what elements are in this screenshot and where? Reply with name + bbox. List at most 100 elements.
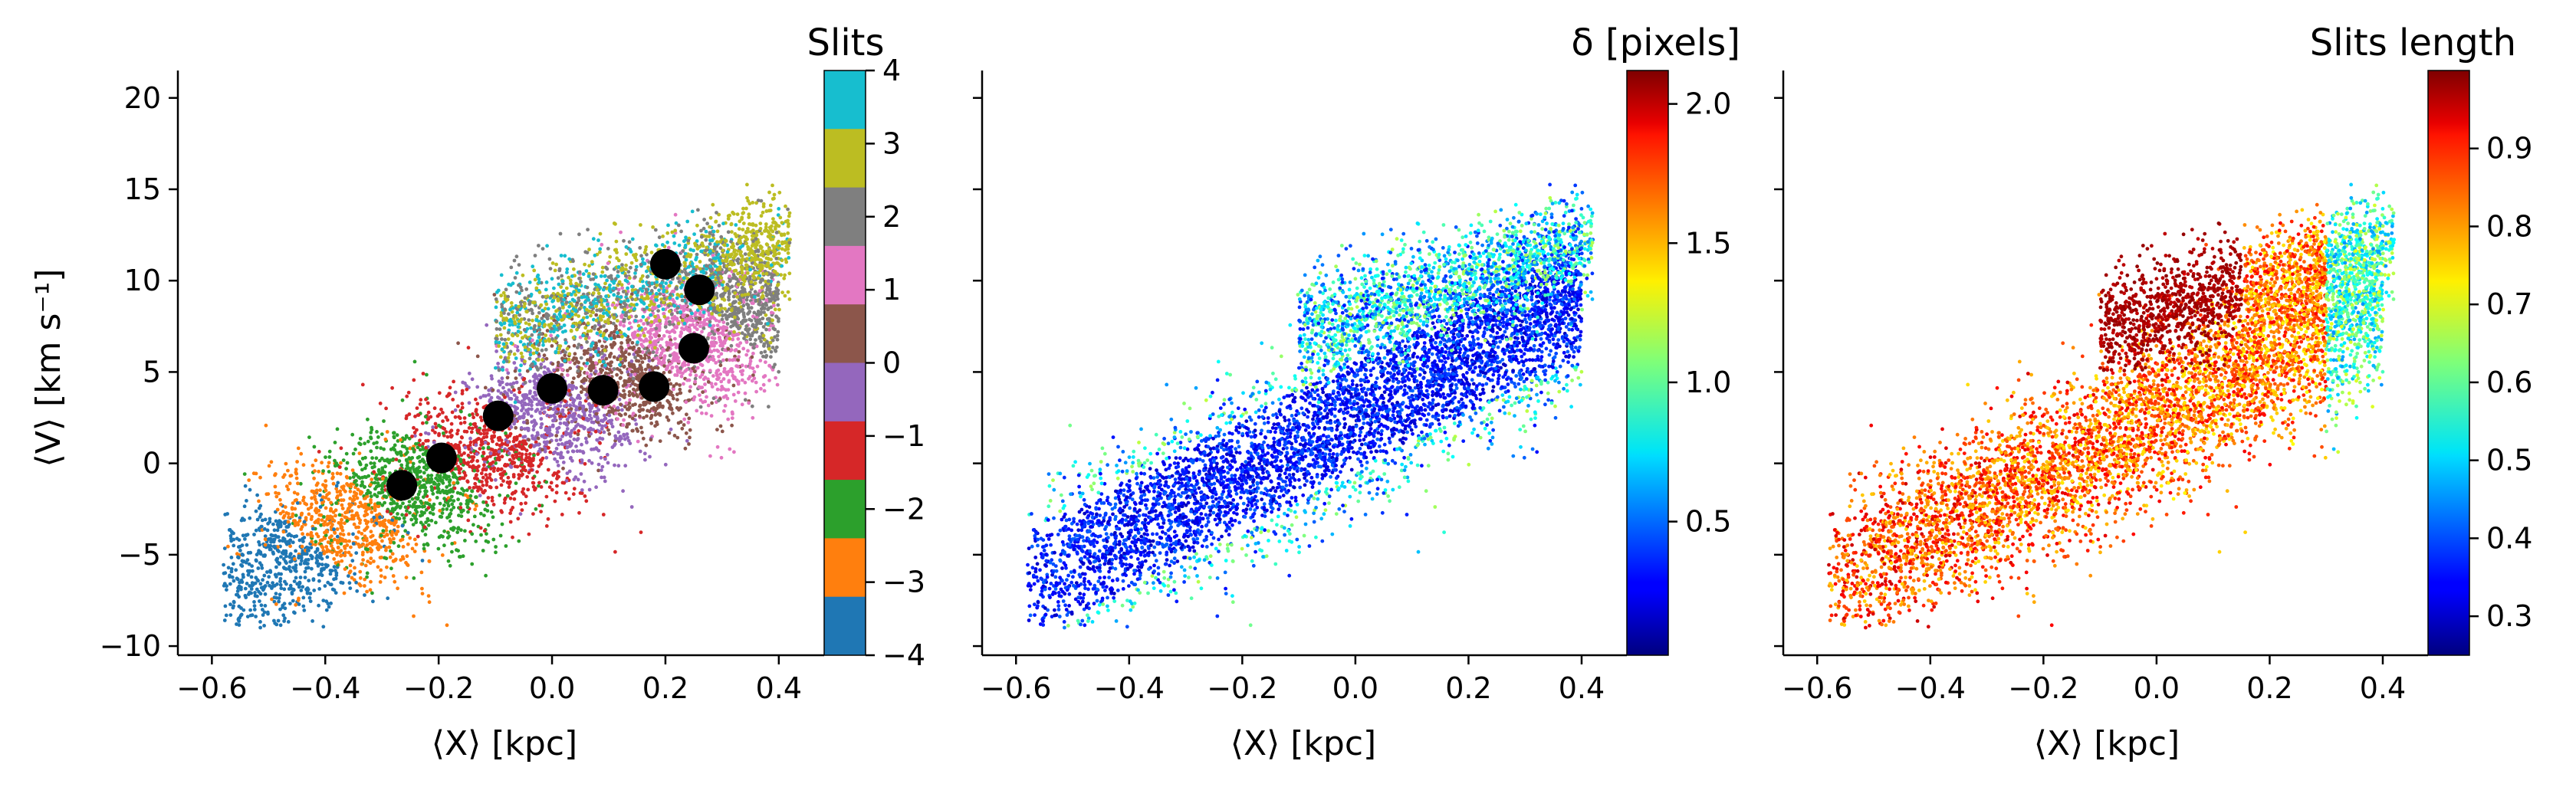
scatter-point [329, 569, 333, 572]
scatter-point [434, 422, 438, 426]
scatter-point [299, 589, 303, 592]
scatter-point [659, 413, 662, 417]
scatter-point [376, 494, 380, 498]
scatter-point [389, 541, 393, 545]
scatter-point [399, 558, 402, 562]
scatter-point [359, 576, 363, 580]
scatter-point [350, 509, 354, 513]
scatter-point [465, 384, 468, 388]
scatter-point [625, 425, 629, 429]
scatter-point [715, 428, 719, 431]
scatter-point [334, 591, 338, 595]
scatter-point [357, 530, 361, 534]
scatter-point [753, 342, 757, 346]
scatter-point [601, 419, 605, 423]
scatter-point [475, 504, 478, 508]
scatter-point [762, 334, 766, 338]
scatter-point [735, 295, 739, 299]
scatter-point [532, 375, 536, 379]
scatter-point [323, 531, 327, 535]
scatter-point [271, 523, 275, 526]
scatter-point [669, 392, 672, 396]
scatter-point [333, 565, 337, 569]
scatter-point [461, 389, 465, 393]
scatter-point [461, 381, 465, 385]
scatter-point [726, 322, 730, 326]
scatter-point [512, 382, 516, 385]
scatter-point [447, 559, 451, 563]
scatter-point [256, 566, 260, 570]
scatter-point [517, 540, 521, 543]
scatter-point [360, 491, 363, 495]
scatter-point [604, 345, 608, 349]
scatter-point [373, 507, 377, 511]
scatter-point [659, 344, 662, 348]
scatter-point [419, 433, 422, 437]
scatter-point [504, 463, 508, 467]
scatter-point [732, 376, 736, 379]
scatter-point [332, 527, 336, 531]
scatter-point [420, 571, 424, 575]
scatter-point [278, 498, 282, 502]
scatter-point [492, 469, 496, 473]
scatter-point [485, 540, 488, 543]
scatter-point [679, 366, 683, 370]
scatter-point [610, 408, 614, 412]
scatter-point [644, 337, 648, 341]
scatter-point [531, 512, 535, 516]
scatter-point [383, 481, 386, 485]
scatter-point [330, 534, 334, 538]
scatter-point [232, 601, 236, 605]
scatter-point [286, 469, 290, 473]
scatter-point [551, 362, 555, 366]
scatter-point [310, 503, 314, 507]
scatter-point [728, 379, 731, 382]
scatter-point [584, 349, 588, 353]
scatter-point [402, 545, 406, 549]
scatter-point [385, 529, 389, 533]
scatter-point [642, 437, 646, 441]
scatter-point [531, 464, 534, 467]
scatter-point [317, 470, 320, 474]
scatter-point [300, 512, 304, 516]
scatter-point [580, 443, 583, 447]
scatter-point [597, 463, 601, 467]
scatter-point [238, 549, 242, 553]
scatter-point [740, 320, 744, 324]
scatter-point [705, 395, 708, 399]
scatter-point [293, 569, 297, 572]
scatter-point [468, 401, 472, 405]
scatter-point [279, 586, 283, 590]
scatter-point [411, 465, 415, 469]
scatter-point [622, 389, 626, 393]
scatter-point [478, 494, 482, 497]
scatter-point [678, 334, 682, 338]
scatter-point [467, 454, 471, 458]
scatter-point [509, 432, 513, 436]
scatter-point [712, 341, 716, 345]
scatter-point [356, 475, 360, 479]
scatter-point [416, 413, 420, 417]
scatter-point [353, 572, 356, 576]
scatter-point [698, 393, 702, 397]
scatter-point [234, 568, 238, 572]
scatter-point [334, 573, 338, 577]
scatter-point [333, 531, 337, 535]
scatter-point [639, 450, 642, 454]
scatter-point [636, 429, 639, 433]
scatter-point [349, 569, 353, 573]
scatter-point [684, 447, 688, 451]
scatter-point [430, 487, 434, 491]
scatter-point [476, 438, 480, 441]
scatter-point [564, 399, 567, 403]
scatter-point [716, 445, 720, 449]
scatter-point [352, 452, 356, 456]
scatter-point [617, 431, 621, 435]
scatter-point [451, 490, 455, 494]
scatter-point [392, 537, 396, 541]
scatter-point [273, 584, 277, 588]
scatter-point [455, 480, 459, 484]
scatter-point [686, 363, 690, 367]
scatter-point [609, 364, 613, 368]
scatter-point [304, 566, 308, 570]
